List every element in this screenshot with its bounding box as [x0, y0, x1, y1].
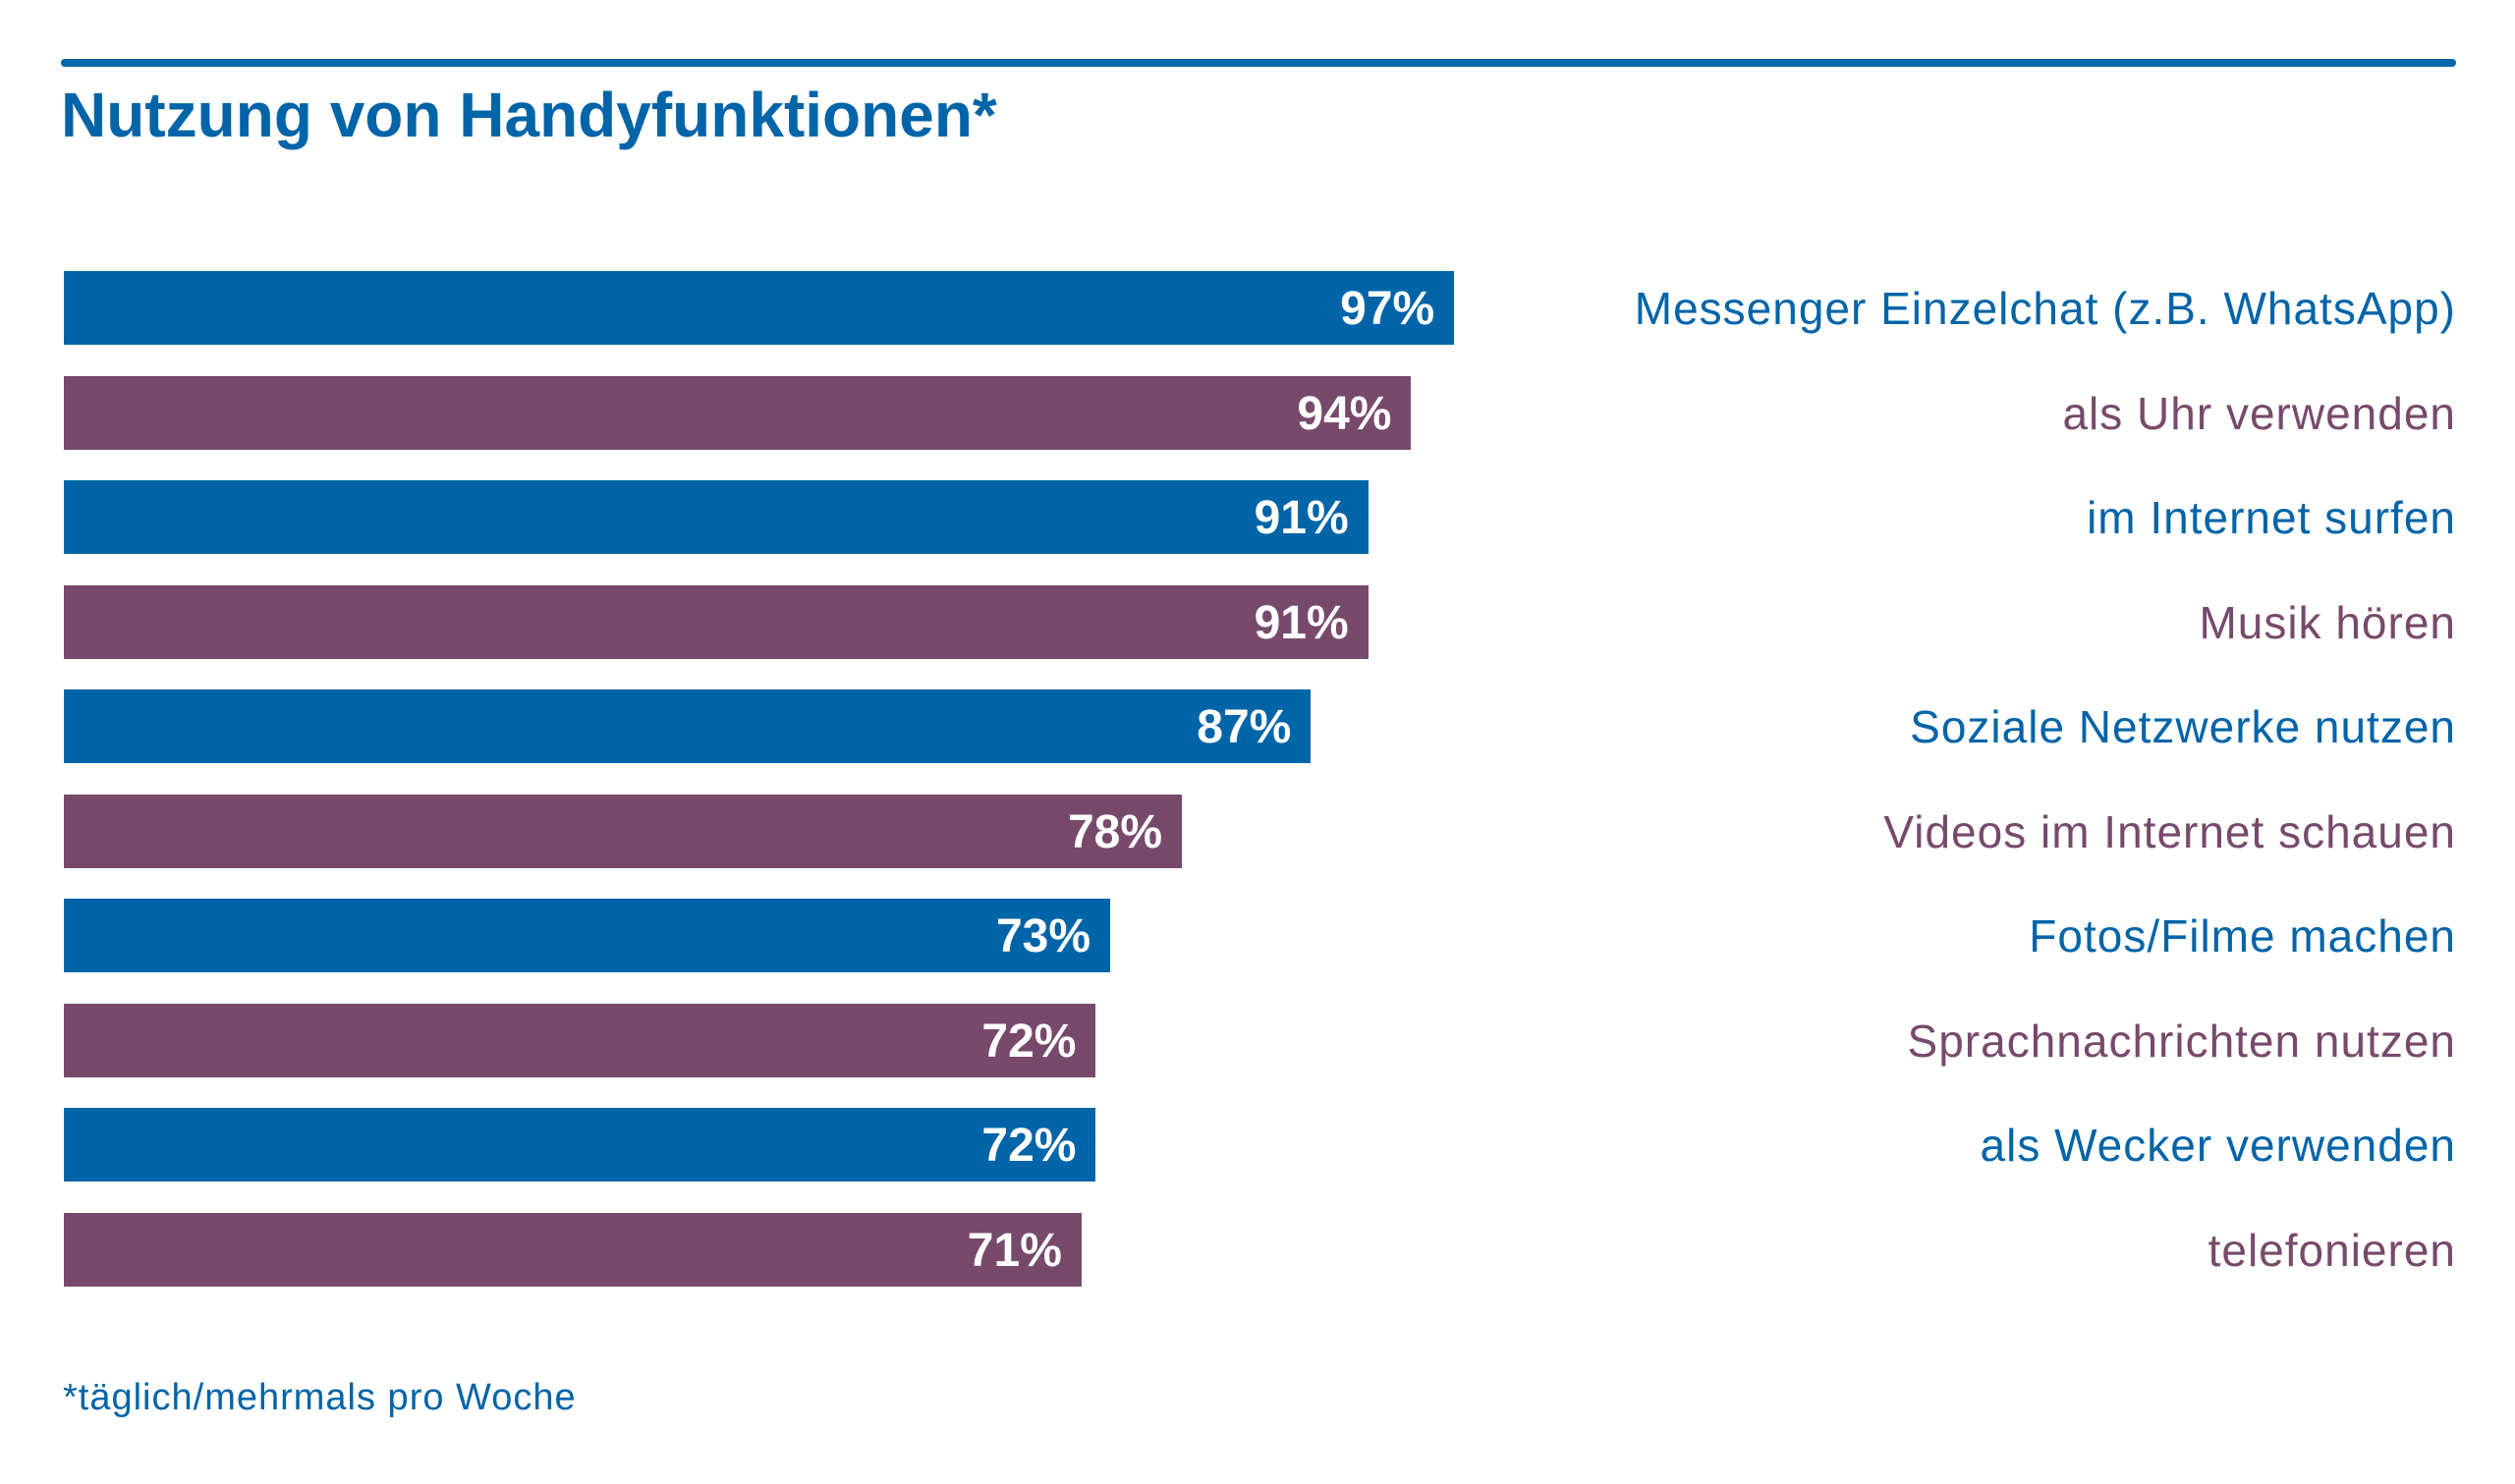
category-label: als Uhr verwenden — [2062, 387, 2456, 439]
category-label: Soziale Netzwerke nutzen — [1910, 701, 2456, 752]
value-label: 72% — [981, 1015, 1077, 1068]
value-label: 87% — [1197, 701, 1292, 753]
value-label: 94% — [1297, 387, 1392, 440]
value-label: 78% — [1067, 805, 1163, 858]
value-label: 91% — [1254, 596, 1349, 649]
bar — [64, 584, 1369, 659]
title-rule — [61, 59, 2456, 67]
chart-title: Nutzung von Handyfunktionen* — [61, 80, 997, 150]
value-label: 97% — [1340, 283, 1435, 335]
bar — [64, 480, 1369, 554]
bar — [64, 1212, 1082, 1287]
value-label: 71% — [967, 1224, 1062, 1277]
category-label: im Internet surfen — [2087, 492, 2456, 543]
category-label: Fotos/Filme machen — [2029, 910, 2456, 962]
category-label: Messenger Einzelchat (z.B. WhatsApp) — [1634, 283, 2456, 334]
bar — [64, 1108, 1096, 1182]
category-label: telefonieren — [2208, 1224, 2456, 1276]
bar — [64, 375, 1412, 450]
value-label: 91% — [1254, 492, 1349, 544]
category-label: Sprachnachrichten nutzen — [1907, 1015, 2456, 1067]
bar — [64, 1003, 1096, 1077]
bar — [64, 794, 1183, 868]
category-label: Videos im Internet schauen — [1883, 805, 2456, 857]
category-label: Musik hören — [2199, 596, 2456, 648]
footnote: *täglich/mehrmals pro Woche — [63, 1377, 577, 1418]
bar — [64, 689, 1312, 763]
value-label: 72% — [981, 1120, 1077, 1172]
category-label: als Wecker verwenden — [1980, 1120, 2456, 1171]
bar — [64, 899, 1111, 972]
bar — [64, 271, 1455, 345]
value-label: 73% — [995, 910, 1091, 962]
